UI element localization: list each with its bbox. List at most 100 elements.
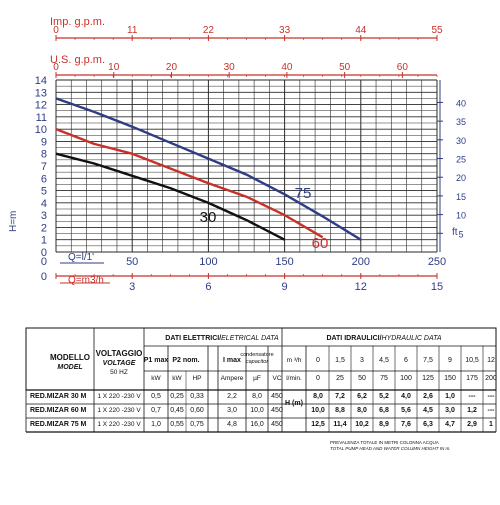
left-y-tick-label: 1 bbox=[41, 235, 47, 247]
row-head-value: 1,0 bbox=[445, 393, 455, 400]
left-y-tick-label: 13 bbox=[35, 87, 47, 99]
left-y-tick-label: 12 bbox=[35, 100, 47, 112]
left-y-tick-label: 7 bbox=[41, 161, 47, 173]
left-y-tick-label: 2 bbox=[41, 222, 47, 234]
us-gpm-tick-label: 20 bbox=[166, 62, 178, 73]
header-electrical: DATI ELETTRICI/ELETRICAL DATA bbox=[165, 335, 279, 342]
row-head-value: 6,8 bbox=[379, 407, 389, 414]
us-gpm-tick-label: 0 bbox=[53, 62, 59, 73]
q-lmin-tick-label: 150 bbox=[275, 256, 293, 268]
q-lmin-tick-label: 200 bbox=[352, 256, 370, 268]
flow-lmin-value: 25 bbox=[336, 375, 344, 382]
flow-m3h-value: 7,5 bbox=[423, 357, 433, 364]
row-head-value: --- bbox=[469, 393, 477, 400]
flow-lmin-value: 125 bbox=[422, 375, 434, 382]
row-head-value: 10,2 bbox=[355, 421, 369, 428]
curve-label-60: 60 bbox=[312, 235, 329, 252]
flow-m3h-value: 6 bbox=[404, 357, 408, 364]
row-head-value: 6,2 bbox=[357, 393, 367, 400]
q-lmin-axis-label: Q=l/1' bbox=[68, 252, 94, 263]
row-head-value: 7,2 bbox=[335, 393, 345, 400]
footnote-line-2: TOTAL PUMP HEAD AND WATER COLUMN HEIGHT … bbox=[330, 446, 451, 451]
row-head-value: 8,0 bbox=[357, 407, 367, 414]
row-voltage: 1 X 220 -230 V bbox=[97, 393, 141, 400]
row-head-value: 1,2 bbox=[467, 407, 477, 414]
flow-lmin-value: 175 bbox=[466, 375, 478, 382]
left-y-tick-label: 6 bbox=[41, 173, 47, 185]
imp-gpm-axis-label: Imp. g.p.m. bbox=[50, 16, 105, 28]
imp-gpm-tick-label: 55 bbox=[431, 25, 443, 36]
flow-lmin-value: 200 bbox=[485, 375, 497, 382]
imp-gpm-tick-label: 33 bbox=[279, 25, 291, 36]
row-electrical-value: 0,60 bbox=[190, 407, 204, 414]
imp-gpm-tick-label: 0 bbox=[53, 25, 59, 36]
left-y-tick-label: 9 bbox=[41, 136, 47, 148]
left-y-tick-label: 11 bbox=[36, 112, 47, 124]
imp-gpm-tick-label: 22 bbox=[203, 25, 215, 36]
imp-gpm-tick-label: 11 bbox=[127, 25, 138, 36]
header-hydraulic: DATI IDRAULICI/HYDRAULIC DATA bbox=[326, 335, 441, 342]
right-y-tick-label: 20 bbox=[456, 173, 466, 183]
q-lmin-tick-label: 250 bbox=[428, 256, 446, 268]
flow-m3h-value: 3 bbox=[360, 357, 364, 364]
flow-m3h-value: 10,5 bbox=[465, 357, 479, 364]
us-gpm-tick-label: 10 bbox=[108, 62, 120, 73]
header-imax: I max bbox=[223, 357, 241, 364]
unit-label: Ampere bbox=[221, 375, 244, 382]
q-m3h-tick-label: 12 bbox=[355, 281, 367, 293]
unit-label: VC bbox=[272, 375, 281, 382]
unit-label: HP bbox=[192, 375, 201, 382]
us-gpm-tick-label: 30 bbox=[224, 62, 236, 73]
right-y-tick-label: 10 bbox=[456, 211, 466, 221]
flow-lmin-value: 50 bbox=[358, 375, 366, 382]
chart-grid bbox=[55, 79, 438, 253]
flow-m3h-value: 0 bbox=[316, 357, 320, 364]
row-electrical-value: 10,0 bbox=[250, 407, 264, 414]
left-y-tick-label: 14 bbox=[35, 75, 47, 87]
row-head-value: 2,9 bbox=[467, 421, 477, 428]
header-voltage: VOLTAGE bbox=[103, 360, 136, 367]
q-m3h-axis-label: Q=m3/h bbox=[68, 275, 104, 286]
right-y-tick-label: 35 bbox=[456, 117, 466, 127]
q-m3h-tick-label: 9 bbox=[282, 281, 288, 293]
row-electrical-value: 0,5 bbox=[151, 393, 161, 400]
row-model: RED.MIZAR 75 M bbox=[30, 421, 87, 428]
header-lmin: l/min. bbox=[286, 375, 302, 382]
row-head-value: 4,7 bbox=[445, 421, 455, 428]
row-head-value: 8,0 bbox=[313, 393, 323, 400]
curve-60 bbox=[55, 127, 324, 239]
right-y-tick-label: 30 bbox=[456, 136, 466, 146]
unit-label: kW bbox=[172, 375, 182, 382]
row-head-value: 8,8 bbox=[335, 407, 345, 414]
row-electrical-value: 0,33 bbox=[190, 393, 204, 400]
row-electrical-value: 1,0 bbox=[151, 421, 161, 428]
header-hz: 50 HZ bbox=[110, 369, 128, 376]
us-gpm-tick-label: 40 bbox=[281, 62, 293, 73]
flow-lmin-value: 0 bbox=[316, 375, 320, 382]
row-head-value: --- bbox=[488, 393, 496, 400]
row-head-value: 8,9 bbox=[379, 421, 389, 428]
row-electrical-value: 450 bbox=[271, 407, 283, 414]
curve-75 bbox=[55, 97, 362, 241]
row-head-value: 3,0 bbox=[445, 407, 455, 414]
row-electrical-value: 0,45 bbox=[170, 407, 184, 414]
flow-lmin-value: 100 bbox=[400, 375, 412, 382]
left-y-tick-label: 10 bbox=[35, 124, 47, 136]
q-lmin-tick-label: 100 bbox=[199, 256, 217, 268]
right-y-tick-label: 5 bbox=[458, 229, 463, 239]
row-head-value: 6,3 bbox=[423, 421, 433, 428]
row-voltage: 1 X 220 -230 V bbox=[97, 421, 141, 428]
header-h: H (m) bbox=[285, 400, 303, 407]
left-y-axis-label: H=m bbox=[8, 211, 19, 232]
q-m3h-zero-label: 0 bbox=[41, 271, 47, 283]
row-head-value: 7,6 bbox=[401, 421, 411, 428]
specifications-table-container: MODELLO MODEL VOLTAGGIO VOLTAGE 50 HZ DA… bbox=[0, 316, 500, 500]
row-electrical-value: 0,7 bbox=[151, 407, 161, 414]
flow-header: 0 1,5 3 4,5 6 7,5 9 10,5 12 0 25 50 75 100 125 150 175 20… bbox=[316, 357, 497, 382]
left-y-tick-label: 4 bbox=[41, 198, 47, 210]
row-head-value: 11,4 bbox=[333, 421, 346, 428]
chart-curves: 75 60 30 bbox=[55, 97, 362, 252]
flow-m3h-value: 12 bbox=[487, 357, 495, 364]
